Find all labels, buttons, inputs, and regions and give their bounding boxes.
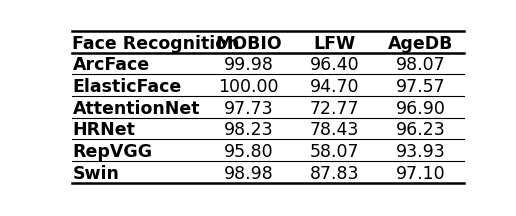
Text: 100.00: 100.00 — [218, 78, 279, 96]
Text: 97.57: 97.57 — [396, 78, 445, 96]
Text: 97.10: 97.10 — [396, 165, 445, 183]
Text: AttentionNet: AttentionNet — [72, 100, 200, 118]
Text: 96.90: 96.90 — [395, 100, 445, 118]
Text: Face Recognition: Face Recognition — [72, 35, 240, 53]
Text: 98.23: 98.23 — [223, 121, 273, 139]
Text: MOBIO: MOBIO — [215, 35, 282, 53]
Text: 95.80: 95.80 — [223, 143, 273, 161]
Text: LFW: LFW — [313, 35, 356, 53]
Text: 93.93: 93.93 — [396, 143, 445, 161]
Text: 78.43: 78.43 — [310, 121, 359, 139]
Text: HRNet: HRNet — [72, 121, 135, 139]
Text: 98.07: 98.07 — [396, 56, 445, 74]
Text: 87.83: 87.83 — [310, 165, 359, 183]
Text: RepVGG: RepVGG — [72, 143, 153, 161]
Text: AgeDB: AgeDB — [388, 35, 453, 53]
Text: 96.40: 96.40 — [310, 56, 359, 74]
Text: 96.23: 96.23 — [396, 121, 445, 139]
Text: 99.98: 99.98 — [223, 56, 273, 74]
Text: 94.70: 94.70 — [310, 78, 359, 96]
Text: 72.77: 72.77 — [310, 100, 359, 118]
Text: 97.73: 97.73 — [223, 100, 273, 118]
Text: Swin: Swin — [72, 165, 119, 183]
Text: ElasticFace: ElasticFace — [72, 78, 182, 96]
Text: 98.98: 98.98 — [223, 165, 273, 183]
Text: 58.07: 58.07 — [310, 143, 359, 161]
Text: ArcFace: ArcFace — [72, 56, 150, 74]
